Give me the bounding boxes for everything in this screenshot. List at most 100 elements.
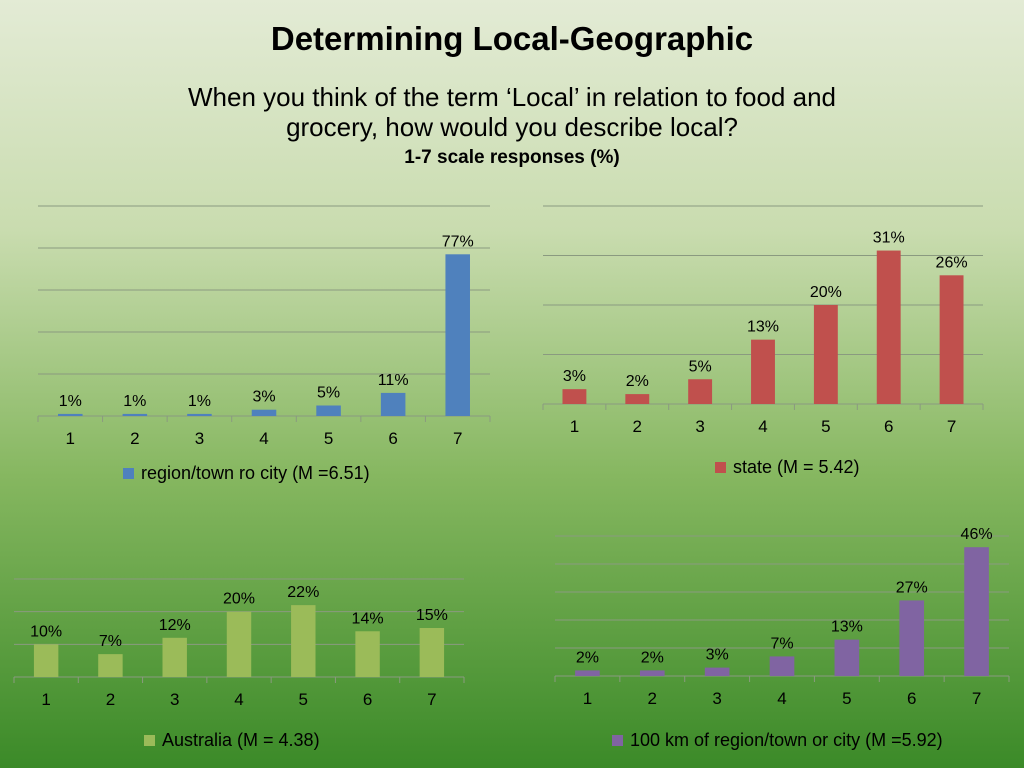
x-tick-label: 6 — [388, 429, 397, 448]
legend-label: region/town ro city (M =6.51) — [141, 463, 370, 483]
data-label: 3% — [706, 647, 729, 664]
data-label: 77% — [442, 233, 474, 250]
x-tick-label: 7 — [947, 417, 956, 436]
data-label: 2% — [641, 649, 664, 666]
bar — [162, 637, 187, 677]
chart-svg: 1%11%21%33%45%511%677%7 — [37, 205, 491, 448]
data-label: 14% — [352, 610, 384, 627]
slide-subtitle: When you think of the term ‘Local’ in re… — [188, 82, 836, 142]
bar — [625, 394, 650, 404]
data-label: 15% — [416, 607, 448, 624]
bar — [834, 639, 860, 676]
bar — [98, 654, 123, 677]
bar — [316, 405, 341, 416]
x-tick-label: 2 — [648, 689, 657, 708]
data-label: 10% — [30, 623, 62, 640]
bar — [813, 305, 838, 404]
bar — [876, 250, 901, 404]
x-tick-label: 3 — [195, 429, 204, 448]
data-label: 5% — [317, 385, 340, 402]
chart-svg: 3% 1 2% 2 5% 3 13% 4 20% 5 31% 6 26% 7 — [542, 205, 984, 436]
data-label: 2% — [576, 649, 599, 666]
x-tick-label: 7 — [453, 429, 462, 448]
data-label: 31% — [873, 230, 905, 247]
bar — [445, 254, 470, 416]
data-label: 26% — [936, 254, 968, 271]
data-label: 1% — [59, 393, 82, 410]
x-tick-label: 5 — [299, 690, 308, 709]
bar — [575, 670, 600, 676]
bar — [939, 275, 964, 404]
chart-100km: 2% 1 2% 2 3% 3 7% 4 13% 5 27% 6 46% 7 100 km of regio… — [554, 526, 1010, 758]
data-label: 3% — [563, 368, 586, 385]
bar — [380, 392, 406, 416]
legend-label: Australia (M = 4.38) — [162, 730, 320, 750]
bar — [964, 547, 989, 676]
x-tick-label: 3 — [712, 689, 721, 708]
data-label: 2% — [626, 373, 649, 390]
data-label: 7% — [770, 635, 793, 652]
x-tick-label: 3 — [170, 690, 179, 709]
bar — [751, 339, 775, 404]
x-tick-label: 1 — [570, 417, 579, 436]
chart-region-town-city: 1% 1 1% 2 1% 3 3% 4 5% 5 11% 6 77% 7 region/town ro c… — [37, 198, 491, 498]
x-tick-label: 3 — [695, 417, 704, 436]
bar — [251, 409, 277, 416]
legend-swatch — [612, 735, 623, 746]
bar — [688, 379, 713, 404]
bar — [355, 631, 380, 677]
data-label: 27% — [896, 579, 928, 596]
chart-svg: 10% 1 7% 2 12% 3 20% 4 22% 5 14% 6 15% 7 — [13, 578, 465, 709]
x-tick-label: 2 — [130, 429, 139, 448]
bar — [291, 605, 316, 677]
x-tick-label: 4 — [758, 417, 767, 436]
data-label: 5% — [689, 358, 712, 375]
bar — [33, 644, 59, 677]
bar — [122, 413, 148, 416]
x-tick-label: 2 — [106, 690, 115, 709]
bar — [226, 611, 252, 677]
data-label: 13% — [831, 619, 863, 636]
legend: region/town ro city (M =6.51) — [123, 463, 370, 484]
bar — [419, 628, 445, 677]
bar — [562, 389, 587, 404]
x-tick-label: 1 — [41, 690, 50, 709]
bar — [639, 670, 665, 676]
legend-label: state (M = 5.42) — [733, 457, 860, 477]
legend-label: 100 km of region/town or city (M =5.92) — [630, 730, 943, 750]
x-tick-label: 4 — [259, 429, 268, 448]
x-tick-label: 2 — [633, 417, 642, 436]
bar — [769, 656, 795, 676]
slide-title: Determining Local-Geographic — [270, 20, 754, 57]
bar — [58, 413, 83, 416]
x-tick-label: 7 — [972, 689, 981, 708]
chart-state: 3% 1 2% 2 5% 3 13% 4 20% 5 31% 6 26% 7 state (M = 5.4… — [542, 198, 984, 488]
bar — [899, 600, 925, 676]
data-label: 7% — [99, 633, 122, 650]
bar — [704, 667, 730, 676]
data-label: 3% — [252, 389, 275, 406]
scale-note: 1-7 scale responses (%) — [404, 147, 620, 168]
x-tick-label: 5 — [821, 417, 830, 436]
data-label: 11% — [378, 372, 409, 389]
data-label: 12% — [159, 617, 191, 634]
x-tick-label: 7 — [427, 690, 436, 709]
data-label: 1% — [188, 393, 211, 410]
data-label: 13% — [747, 319, 779, 336]
x-tick-label: 5 — [324, 429, 333, 448]
data-label: 46% — [961, 526, 993, 543]
legend-swatch — [123, 468, 134, 479]
x-tick-label: 1 — [583, 689, 592, 708]
data-label: 20% — [810, 284, 842, 301]
legend: state (M = 5.42) — [715, 457, 860, 478]
x-tick-label: 4 — [234, 690, 243, 709]
data-label: 22% — [287, 584, 319, 601]
x-tick-label: 4 — [777, 689, 786, 708]
legend: 100 km of region/town or city (M =5.92) — [612, 730, 943, 751]
data-label: 20% — [223, 591, 255, 608]
legend: Australia (M = 4.38) — [144, 730, 320, 751]
chart-australia: 10% 1 7% 2 12% 3 20% 4 22% 5 14% 6 15% 7 Australia (M… — [13, 540, 465, 758]
x-tick-label: 6 — [907, 689, 916, 708]
bar — [187, 413, 212, 416]
x-tick-label: 1 — [66, 429, 75, 448]
